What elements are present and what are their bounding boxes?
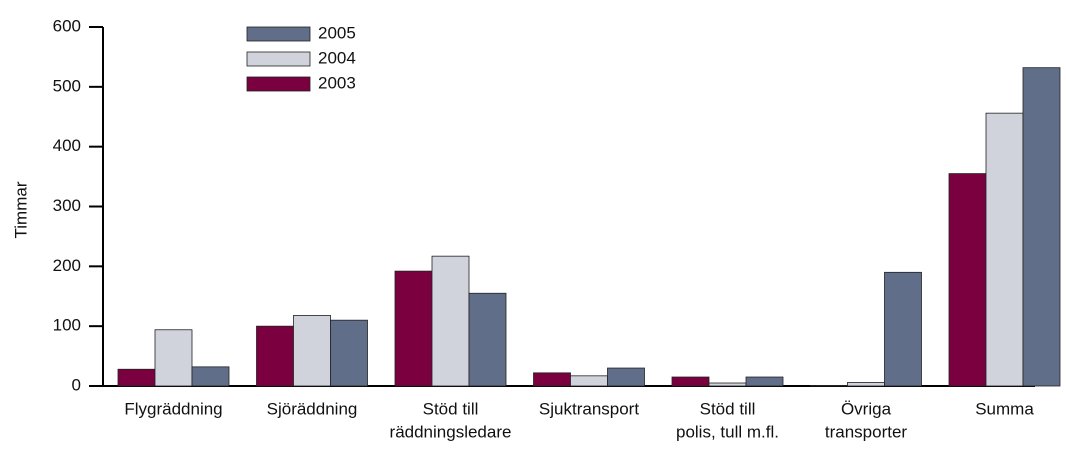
- y-tick-label: 600: [53, 16, 81, 35]
- bar: [607, 367, 645, 387]
- y-tick-label: 200: [53, 256, 81, 275]
- x-tick-label: räddningsledare: [390, 422, 512, 441]
- y-tick-label: 400: [53, 136, 81, 155]
- bar: [671, 376, 710, 387]
- legend-label: 2005: [318, 23, 356, 42]
- legend-swatch: [246, 26, 311, 42]
- legend-label: 2003: [318, 73, 356, 92]
- y-tick-label: 500: [53, 76, 81, 95]
- y-tick-label: 300: [53, 196, 81, 215]
- bar: [810, 385, 848, 387]
- x-tick-label: transporter: [825, 422, 908, 441]
- x-tick-label: Summa: [975, 399, 1034, 418]
- bar: [985, 112, 1024, 387]
- x-tick-label: polis, tull m.fl.: [676, 422, 779, 441]
- x-tick-label: Sjöräddning: [267, 399, 358, 418]
- x-tick-label: Flygräddning: [124, 399, 222, 418]
- bar: [394, 270, 433, 387]
- bar: [745, 376, 784, 387]
- bar: [708, 382, 747, 387]
- bar: [154, 329, 193, 387]
- bar: [847, 382, 885, 387]
- legend-label: 2004: [318, 48, 356, 67]
- bar: [431, 255, 470, 387]
- x-tick-label: Sjuktransport: [539, 399, 639, 418]
- legend-swatch: [246, 76, 311, 92]
- y-axis-label: Timmar: [11, 181, 30, 238]
- y-tick-label: 0: [72, 375, 81, 394]
- bar: [948, 173, 987, 387]
- bar: [570, 375, 608, 387]
- y-tick-label: 100: [53, 316, 81, 335]
- bar: [533, 372, 571, 387]
- bar: [1022, 67, 1061, 387]
- x-tick-label: Övriga: [841, 399, 892, 418]
- bar: [256, 325, 294, 387]
- x-tick-label: Stöd till: [423, 399, 479, 418]
- x-tick-label: Stöd till: [700, 399, 756, 418]
- bar: [468, 292, 507, 387]
- bar: [330, 319, 368, 387]
- bar: [884, 271, 922, 387]
- bar: [117, 368, 156, 387]
- bar: [293, 314, 331, 387]
- bar: [191, 366, 230, 387]
- legend-swatch: [246, 51, 311, 67]
